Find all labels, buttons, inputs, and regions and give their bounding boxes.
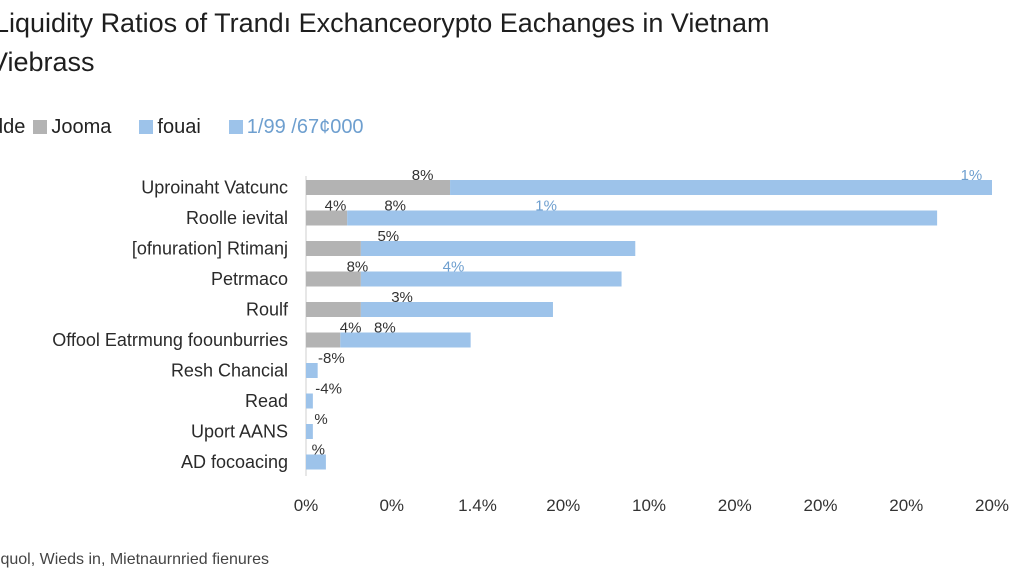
x-tick-label: 20%	[803, 496, 837, 515]
x-tick-label: 20%	[546, 496, 580, 515]
category-label: Uport AANS	[191, 422, 288, 442]
x-tick-label: 20%	[889, 496, 923, 515]
bar-segment-gray	[306, 210, 348, 226]
category-label: [ofnuration] Rtimanj	[132, 239, 288, 259]
category-label: Offool Eatrmung foounburries	[52, 330, 288, 350]
legend-swatch-blue-2	[228, 120, 243, 134]
legend-swatch-gray	[33, 120, 48, 134]
data-label: %	[312, 442, 325, 459]
data-label: %	[314, 411, 327, 428]
legend-lead: dde	[0, 115, 26, 138]
x-tick-label: 1.4%	[458, 496, 497, 515]
x-tick-label: 20%	[718, 496, 752, 515]
data-label: -4%	[315, 381, 342, 398]
bar-segment-blue	[360, 271, 622, 287]
bar-segment-gray	[306, 241, 361, 256]
chart-footnote: Iquol, Wieds in, Mietnaurnried fienures	[0, 551, 270, 568]
legend: dde Jooma fouai 1/99 /67¢000	[0, 114, 392, 140]
legend-label-fouai: fouai	[157, 115, 201, 138]
bar-segment-blue	[306, 363, 318, 378]
category-label: Read	[245, 391, 288, 411]
legend-swatch-blue	[139, 120, 154, 134]
x-tick-label: 0%	[379, 496, 404, 515]
data-label: 8%	[384, 198, 406, 215]
bar-segment-blue	[360, 302, 553, 317]
data-label: 4%	[443, 259, 465, 276]
bar-segment-blue	[347, 210, 938, 226]
bar-segment-gray	[306, 302, 361, 317]
category-label: Resh Chancial	[171, 361, 288, 381]
data-label: 4%	[340, 320, 362, 337]
category-label: Roulf	[246, 300, 289, 320]
chart-subtitle: Viebrass	[0, 47, 95, 77]
bar-segment-blue	[340, 332, 471, 348]
category-label: Roolle ievital	[186, 208, 288, 228]
bar-segment-blue	[306, 424, 313, 439]
data-label: 1%	[961, 167, 983, 184]
bar-segment-blue	[360, 241, 636, 256]
x-tick-label: 0%	[294, 496, 319, 515]
data-label: 8%	[412, 167, 434, 184]
data-label: 8%	[374, 320, 396, 337]
bar-segment-blue	[306, 454, 326, 470]
x-tick-label: 20%	[975, 496, 1009, 515]
bar-segment-blue	[306, 393, 313, 409]
chart-title: Liquidity Ratios of Trandı Exchanceorypt…	[0, 8, 770, 38]
category-label: Petrmaco	[211, 269, 288, 289]
category-label: Uproinaht Vatcunc	[141, 178, 288, 198]
data-label: 3%	[391, 289, 413, 306]
data-label: 4%	[325, 198, 347, 215]
data-label: 5%	[377, 228, 399, 245]
category-label: AD focoacing	[181, 452, 288, 472]
data-label: 1%	[535, 198, 557, 215]
legend-label-third: 1/99 /67¢000	[246, 115, 364, 138]
data-label: -8%	[318, 350, 345, 367]
data-label: 8%	[347, 259, 369, 276]
bar-segment-gray	[306, 180, 451, 195]
bar-segment-blue	[450, 180, 992, 195]
bar-segment-gray	[306, 332, 341, 348]
bar-segment-gray	[306, 271, 361, 287]
legend-label-jooma: Jooma	[51, 115, 112, 138]
x-tick-label: 10%	[632, 496, 666, 515]
